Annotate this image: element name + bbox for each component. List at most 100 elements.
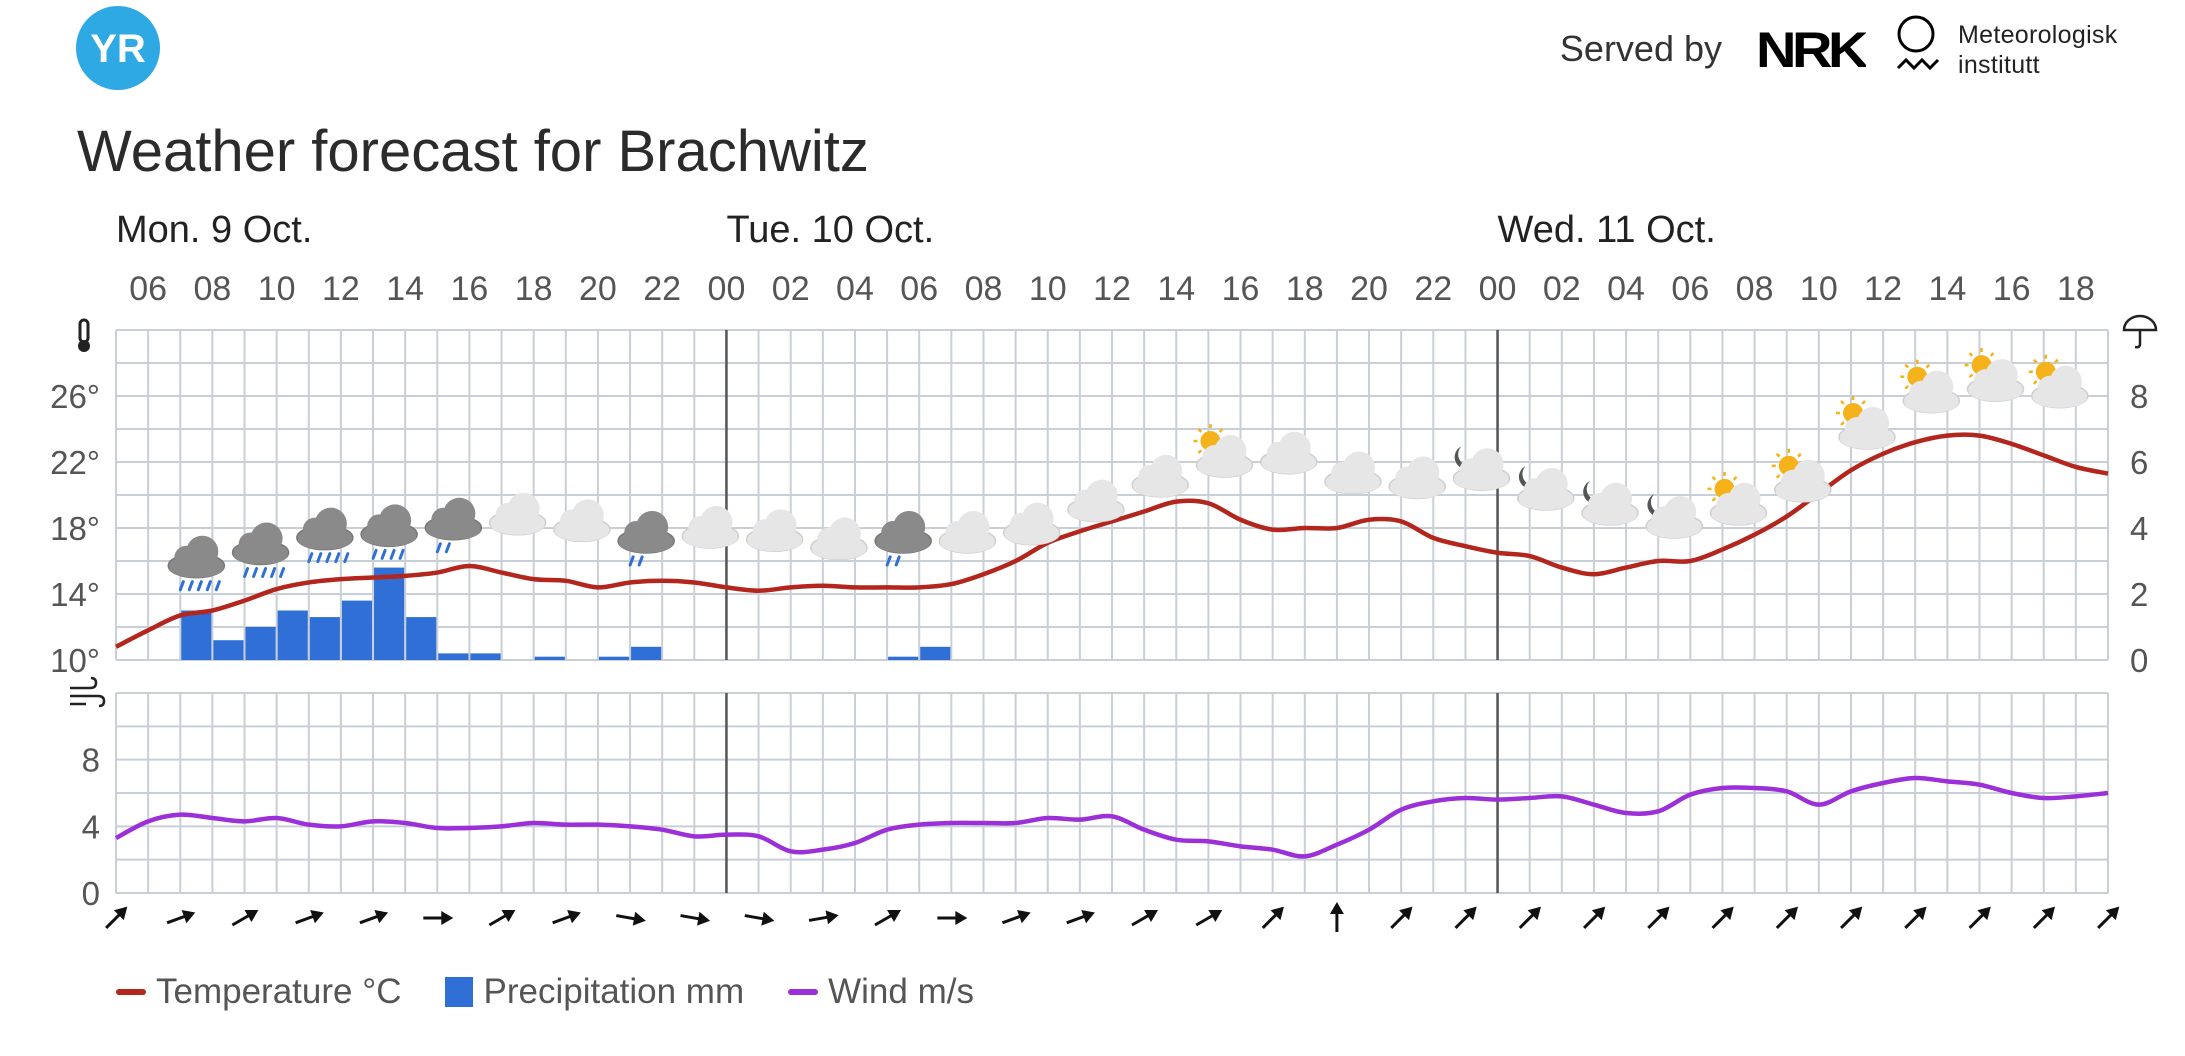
arrow-head bbox=[1208, 909, 1223, 923]
day-separators bbox=[725, 330, 1499, 893]
met-institute-logo[interactable] bbox=[1896, 14, 1946, 89]
temperature-line bbox=[114, 432, 2109, 649]
cloud-fill bbox=[1325, 473, 1380, 494]
precipitation-tick-label: 4 bbox=[2130, 510, 2148, 547]
hour-tick-label: 00 bbox=[1479, 270, 1517, 308]
thermometer-icon bbox=[78, 318, 90, 352]
met-line-1: Meteorologisk bbox=[1958, 21, 2118, 49]
arrow-head bbox=[181, 910, 196, 924]
wind-arrow-icon bbox=[2032, 906, 2056, 929]
light-rain-icon bbox=[424, 497, 483, 554]
arrow-head bbox=[632, 911, 646, 926]
hour-tick-label: 02 bbox=[1543, 270, 1581, 308]
nrk-logo-text: NRK bbox=[1756, 26, 1866, 72]
cloudy-icon bbox=[553, 499, 611, 543]
wind-arrow-icon bbox=[1195, 909, 1223, 927]
arrow-head bbox=[501, 909, 516, 923]
precipitation-bar bbox=[406, 617, 437, 660]
legend-item-temperature: Temperature °C bbox=[116, 972, 401, 1012]
wind-arrow-icon bbox=[808, 910, 839, 925]
arrow-head bbox=[1399, 906, 1413, 921]
raindrop bbox=[389, 548, 396, 560]
arrow-head bbox=[1784, 906, 1799, 921]
precipitation-bar bbox=[438, 653, 469, 660]
raindrop bbox=[307, 552, 314, 564]
wind-arrow-icon bbox=[295, 910, 324, 925]
day-label: Wed. 11 Oct. bbox=[1498, 209, 1716, 251]
light-rain-icon bbox=[617, 510, 675, 567]
hour-tick-label: 16 bbox=[1222, 270, 1260, 308]
cloudy-icon bbox=[810, 517, 868, 561]
wind-axis: 0 4 8 bbox=[82, 742, 100, 912]
hour-tick-label: 04 bbox=[836, 270, 874, 308]
raindrop bbox=[435, 542, 442, 554]
heavy-rain-icon bbox=[231, 522, 290, 578]
met-institute-text: Meteorologisk institutt bbox=[1958, 20, 2118, 80]
arrow-head bbox=[310, 910, 324, 924]
wind-tick-label: 8 bbox=[82, 742, 100, 779]
hour-tick-label: 20 bbox=[1350, 270, 1388, 308]
partly-cloudy-night-icon bbox=[1645, 494, 1704, 539]
precipitation-tick-label: 6 bbox=[2130, 444, 2148, 481]
wind-arrow-icon bbox=[1968, 906, 1991, 929]
cloud-fill bbox=[490, 514, 545, 535]
sun-ray bbox=[1989, 352, 1995, 357]
arrow-head bbox=[113, 906, 128, 921]
wind-arrow-icon bbox=[874, 909, 901, 927]
sun-ray bbox=[1732, 475, 1738, 481]
hour-tick-label: 12 bbox=[1093, 270, 1131, 308]
raindrop bbox=[205, 580, 212, 592]
sun-ray bbox=[1197, 449, 1203, 454]
sun-ray bbox=[2032, 358, 2038, 364]
arrow-head bbox=[1270, 906, 1284, 921]
cloudy-icon bbox=[488, 492, 547, 536]
arrow-head bbox=[1016, 910, 1031, 924]
wind-direction-arrows bbox=[105, 902, 2120, 932]
wind-arrow-icon bbox=[1066, 910, 1095, 925]
raindrop bbox=[380, 548, 387, 560]
hour-tick-label: 06 bbox=[129, 270, 167, 308]
hour-tick-label: 08 bbox=[965, 270, 1003, 308]
cloud-fill bbox=[426, 519, 481, 540]
cloud-fill bbox=[2032, 387, 2087, 408]
hour-tick-label: 12 bbox=[1864, 270, 1902, 308]
moon-shape bbox=[1518, 466, 1542, 489]
wind-series bbox=[114, 775, 2109, 859]
temperature-tick-label: 26° bbox=[50, 378, 100, 415]
chart-legend: Temperature °C Precipitation mm Wind m/s bbox=[116, 970, 1018, 1014]
hour-tick-label: 10 bbox=[1800, 270, 1838, 308]
wind-grid bbox=[115, 692, 2109, 894]
yr-logo[interactable]: YR bbox=[76, 6, 160, 90]
partly-cloudy-day-icon bbox=[2028, 354, 2089, 409]
yr-logo-icon: YR bbox=[90, 27, 146, 71]
wind-arrow-icon bbox=[1840, 906, 1863, 929]
precipitation-bar bbox=[534, 656, 565, 660]
raindrop bbox=[243, 567, 250, 578]
sun-ray bbox=[1904, 363, 1909, 369]
legend-item-precipitation: Precipitation mm bbox=[445, 972, 744, 1012]
nrk-logo[interactable]: NRK bbox=[1756, 22, 1872, 78]
wind-arrow-icon bbox=[937, 911, 968, 925]
cloudy-icon bbox=[938, 510, 997, 554]
cloud-fill bbox=[940, 532, 995, 553]
raindrop bbox=[398, 548, 405, 560]
partly-cloudy-day-icon bbox=[1836, 396, 1896, 450]
temperature-swatch bbox=[116, 989, 146, 995]
precipitation-bar bbox=[277, 610, 308, 660]
hour-tick-label: 22 bbox=[1414, 270, 1452, 308]
cloud-fill bbox=[1840, 429, 1895, 449]
cloudy-icon bbox=[681, 506, 740, 549]
arrow-head bbox=[825, 910, 839, 925]
arrow-head bbox=[2041, 906, 2056, 921]
temperature-axis: 10° 14° 18° 22° 26° bbox=[50, 378, 100, 679]
cloud-fill bbox=[876, 532, 931, 553]
arrow-head bbox=[567, 910, 581, 924]
wind-arrow-icon bbox=[1454, 906, 1477, 929]
precipitation-bar bbox=[920, 646, 951, 660]
cloud-fill bbox=[554, 521, 609, 542]
day-label: Mon. 9 Oct. bbox=[116, 209, 312, 251]
cloud-fill bbox=[1711, 504, 1766, 525]
cloud-fill bbox=[233, 544, 288, 565]
raindrop bbox=[334, 552, 341, 564]
raindrop bbox=[270, 567, 277, 578]
